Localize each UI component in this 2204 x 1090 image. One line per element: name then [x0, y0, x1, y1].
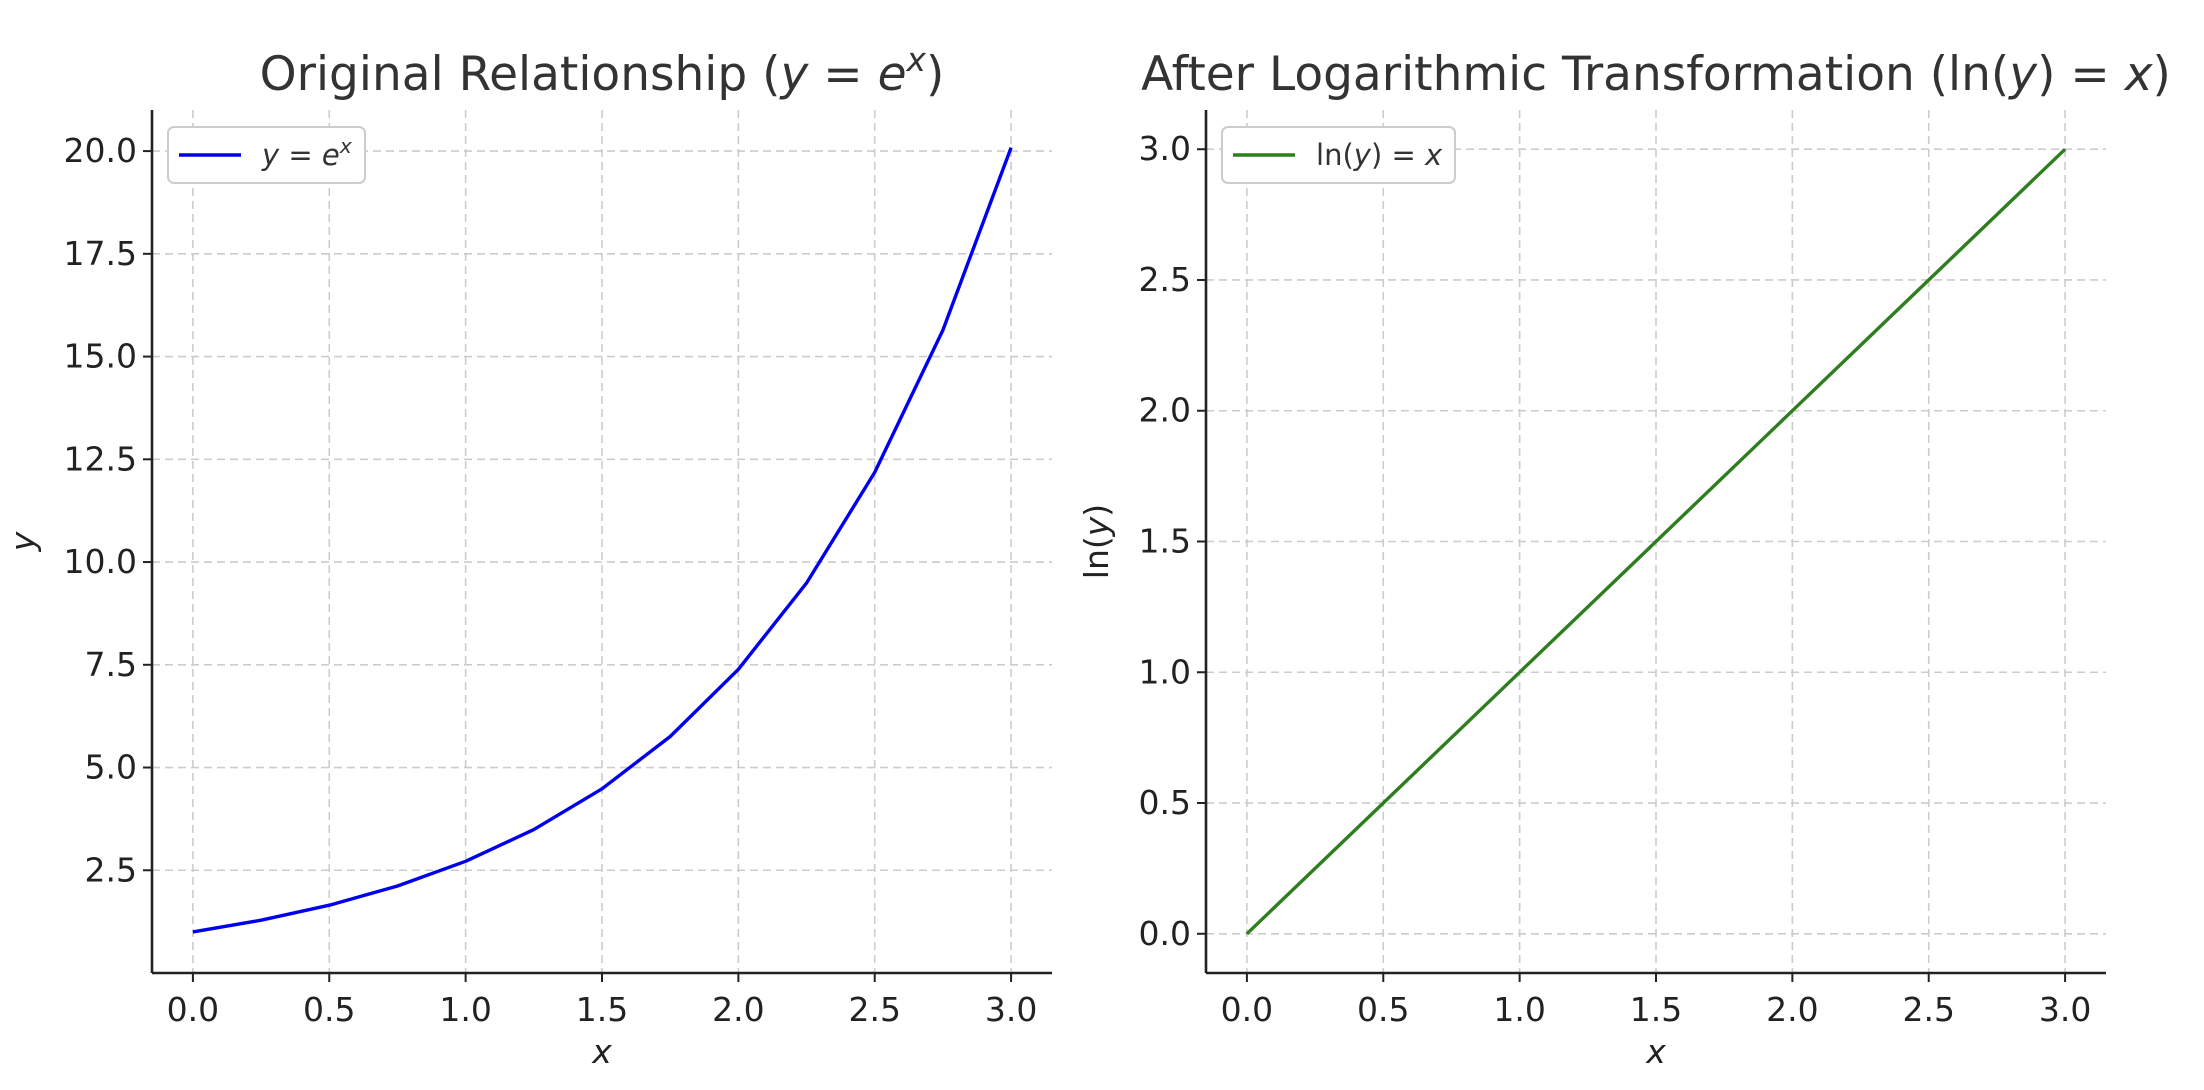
y-axis-label: y — [3, 531, 42, 552]
legend-label: y = ex — [261, 134, 353, 172]
legend-label: ln(y) = x — [1316, 138, 1443, 172]
y-tick-label: 2.5 — [1139, 260, 1191, 299]
x-tick-label: 1.0 — [439, 990, 491, 1029]
y-tick-label: 1.0 — [1139, 652, 1191, 691]
right-chart-panel: 0.0 0.5 1.0 1.5 2.0 2.5 3.0 0.0 0.5 1.0 1.5 2.0 2.5 3… — [1077, 47, 2171, 1071]
x-axis-label: x — [591, 1032, 612, 1071]
legend-box — [167, 126, 366, 184]
x-tick-label: 0.0 — [167, 990, 219, 1029]
y-tick-label: 5.0 — [85, 748, 137, 787]
x-tick-label: 2.0 — [1766, 990, 1818, 1029]
y-tick-label: 0.5 — [1139, 783, 1191, 822]
y-tick-label: 3.0 — [1139, 129, 1191, 168]
series-line — [192, 147, 1013, 934]
x-tick-label: 0.0 — [1221, 990, 1273, 1029]
x-tick-label: 1.0 — [1493, 990, 1545, 1029]
y-tick-label: 17.5 — [64, 234, 137, 273]
x-tick-label: 1.5 — [576, 990, 628, 1029]
x-tick-label: 2.5 — [1902, 990, 1954, 1029]
y-tick-label: 7.5 — [85, 645, 137, 684]
x-tick-label: 2.0 — [712, 990, 764, 1029]
x-axis-label: x — [1645, 1032, 1666, 1071]
y-tick-label: 20.0 — [64, 131, 137, 170]
x-tick-label: 2.5 — [848, 990, 900, 1029]
legend: ln(y) = x — [1221, 126, 1456, 184]
y-tick-label: 10.0 — [64, 542, 137, 581]
x-tick-label: 3.0 — [2039, 990, 2091, 1029]
x-tick-label: 1.5 — [1630, 990, 1682, 1029]
y-tick-label: 15.0 — [64, 337, 137, 376]
chart-title: After Logarithmic Transformation (ln(y) … — [1141, 47, 2171, 102]
legend: y = ex — [167, 126, 366, 184]
x-tick-label: 0.5 — [303, 990, 355, 1029]
x-tick-label: 0.5 — [1357, 990, 1409, 1029]
left-chart-panel: 0.0 0.5 1.0 1.5 2.0 2.5 3.0 2.5 5.0 7.5 10.0 12.5 15… — [3, 40, 1052, 1071]
x-tick-label: 3.0 — [985, 990, 1037, 1029]
y-tick-label: 2.0 — [1139, 391, 1191, 430]
y-axis-label: ln(y) — [1077, 504, 1116, 579]
series-line — [1245, 147, 2067, 936]
y-tick-label: 12.5 — [64, 439, 137, 478]
legend-box — [1221, 126, 1456, 184]
y-tick-label: 1.5 — [1139, 522, 1191, 561]
chart-title: Original Relationship (y = ex) — [260, 40, 945, 103]
y-tick-label: 2.5 — [85, 850, 137, 889]
y-tick-label: 0.0 — [1139, 914, 1191, 953]
